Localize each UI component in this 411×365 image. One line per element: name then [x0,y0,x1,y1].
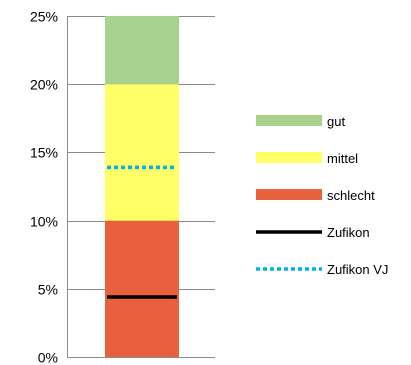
bar-segment-mittel [105,84,179,220]
legend: gut mittel schlecht Zufikon Zufikon VJ [256,114,388,277]
y-tick-label: 5% [38,282,58,298]
legend-item-zufikon: Zufikon [256,225,370,240]
y-tick-label: 0% [38,350,58,365]
legend-label: schlecht [327,188,375,203]
legend-item-gut: gut [256,114,345,129]
y-tick-label: 15% [30,145,58,161]
bar-segment-gut [105,16,179,84]
legend-swatch [256,152,322,163]
legend-label: gut [327,114,345,129]
y-tick-label: 25% [30,9,58,25]
legend-label: mittel [327,151,358,166]
legend-item-mittel: mittel [256,151,358,166]
bar-layer [105,16,179,357]
legend-item-zufikon-vj: Zufikon VJ [256,262,388,277]
bar-segment-schlecht [105,221,179,357]
legend-item-schlecht: schlecht [256,188,375,203]
legend-swatch [256,189,322,200]
y-tick-label: 10% [30,214,58,230]
legend-label: Zufikon [327,225,370,240]
y-tick-label: 20% [30,77,58,93]
y-axis: 0% 5% 10% 15% 20% 25% [30,9,68,365]
legend-swatch [256,115,322,126]
legend-label: Zufikon VJ [327,262,388,277]
